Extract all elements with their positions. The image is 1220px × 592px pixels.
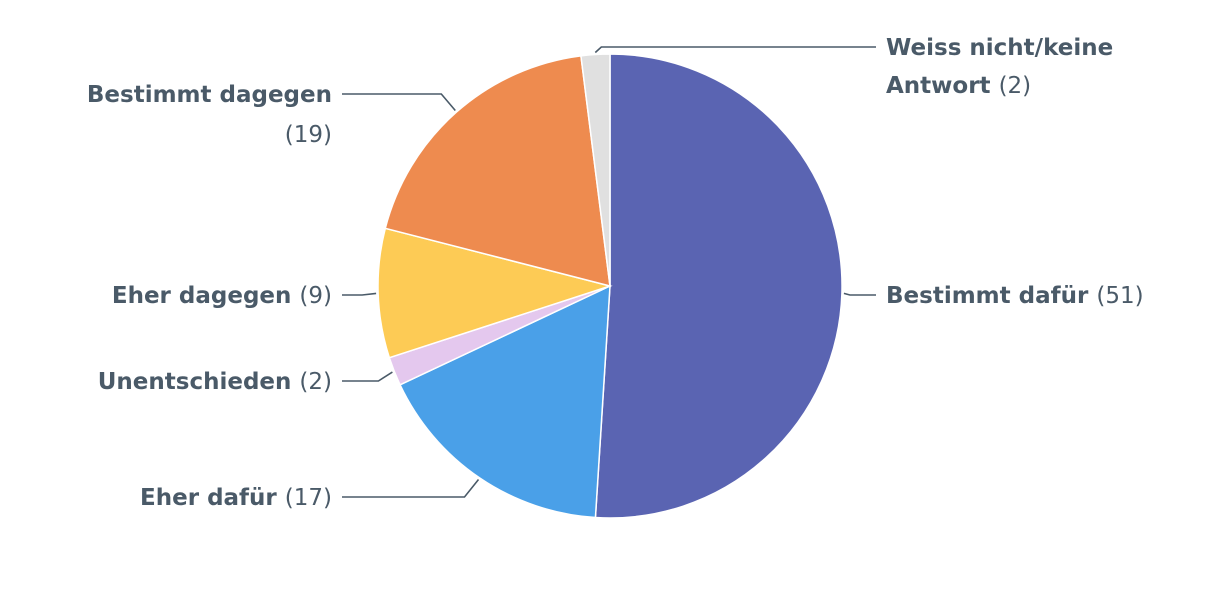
- slice-label-bestimmt-dagegen-count: (19): [285, 122, 332, 148]
- slice-labels: Bestimmt dafür (51) Eher dafür (17) Unents…: [87, 35, 1144, 511]
- slice-count: (51): [1096, 283, 1143, 309]
- slice-label-weiss-nicht-keine-antwort: Weiss nicht/keine: [886, 35, 1113, 61]
- leader-line-bestimmt-dagegen: [342, 93, 456, 112]
- leader-lines: [342, 46, 876, 498]
- slice-label-weiss-nicht-keine-antwort-line2: Antwort (2): [886, 73, 1031, 99]
- slice-name: Weiss nicht/keine: [886, 35, 1113, 61]
- pie-slice-eher-dafuer: [399, 284, 611, 519]
- leader-line-eher-dafuer: [342, 479, 480, 498]
- slice-name: Bestimmt dagegen: [87, 82, 332, 108]
- pie-slice-weiss-nicht-keine-antwort: [580, 53, 611, 287]
- leader-line-weiss-nicht-keine-antwort: [594, 46, 876, 54]
- slice-count: (2): [999, 73, 1032, 99]
- slice-label-bestimmt-dafuer: Bestimmt dafür (51): [886, 283, 1144, 309]
- slice-name: Antwort: [886, 73, 999, 99]
- slice-count: (9): [299, 283, 332, 309]
- slice-label-eher-dagegen: Eher dagegen (9): [112, 283, 332, 309]
- slice-label-eher-dafuer: Eher dafür (17): [140, 485, 332, 511]
- slice-count: (19): [285, 122, 332, 148]
- pie-slice-eher-dagegen: [377, 227, 613, 359]
- slice-name: Unentschieden: [98, 369, 300, 395]
- slice-count: (17): [285, 485, 332, 511]
- slice-name: Eher dagegen: [112, 283, 300, 309]
- pie-slice-bestimmt-dagegen: [384, 54, 611, 288]
- pie-slices: [377, 53, 843, 519]
- slice-label-unentschieden: Unentschieden (2): [98, 369, 332, 395]
- slice-name: Bestimmt dafür: [886, 283, 1096, 309]
- leader-line-unentschieden: [342, 371, 393, 382]
- leader-line-bestimmt-dafuer: [843, 292, 876, 296]
- slice-count: (2): [299, 369, 332, 395]
- slice-name: Eher dafür: [140, 485, 285, 511]
- pie-slice-bestimmt-dafuer: [594, 53, 843, 519]
- slice-label-bestimmt-dagegen: Bestimmt dagegen: [87, 82, 332, 108]
- leader-line-eher-dagegen: [342, 292, 377, 296]
